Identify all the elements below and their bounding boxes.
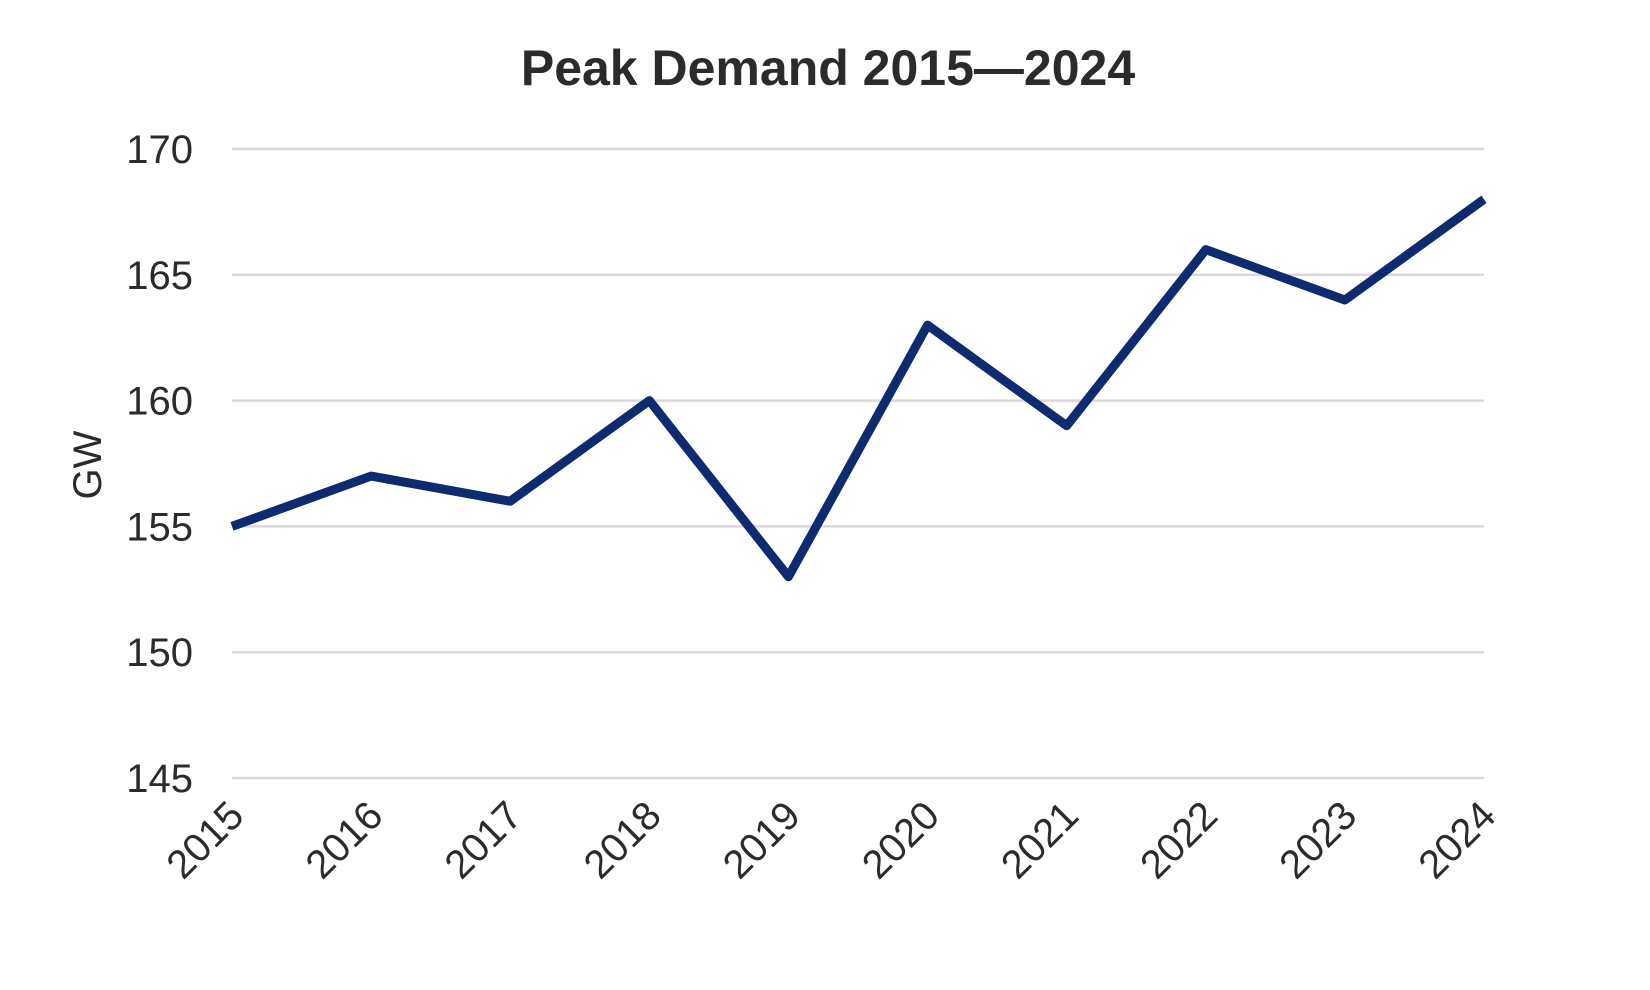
x-tick-label: 2018 — [576, 793, 670, 887]
y-axis-ticks: 145 150 155 160 165 170 — [126, 128, 193, 801]
chart-title: Peak Demand 2015—2024 — [521, 40, 1135, 96]
y-tick-label: 165 — [126, 254, 193, 298]
gridlines — [232, 147, 1484, 780]
x-tick-label: 2020 — [854, 793, 948, 887]
x-tick-label: 2024 — [1410, 793, 1504, 887]
y-tick-label: 160 — [126, 380, 193, 424]
x-tick-label: 2017 — [437, 793, 531, 887]
y-axis-label: GW — [66, 430, 110, 499]
series-layer — [230, 195, 1487, 582]
x-tick-label: 2021 — [993, 793, 1087, 887]
x-tick-label: 2019 — [715, 793, 809, 887]
y-tick-label: 155 — [126, 505, 193, 549]
y-tick-label: 150 — [126, 631, 193, 675]
x-tick-label: 2023 — [1271, 793, 1365, 887]
x-tick-label: 2015 — [158, 793, 252, 887]
series-line-peak-demand — [230, 195, 1487, 582]
y-tick-label: 145 — [126, 757, 193, 801]
x-tick-label: 2022 — [1132, 793, 1226, 887]
x-axis-ticks: 2015 2016 2017 2018 2019 2020 2021 2022 2023 2024 — [158, 793, 1504, 887]
y-tick-label: 170 — [126, 128, 193, 172]
x-tick-label: 2016 — [297, 793, 391, 887]
